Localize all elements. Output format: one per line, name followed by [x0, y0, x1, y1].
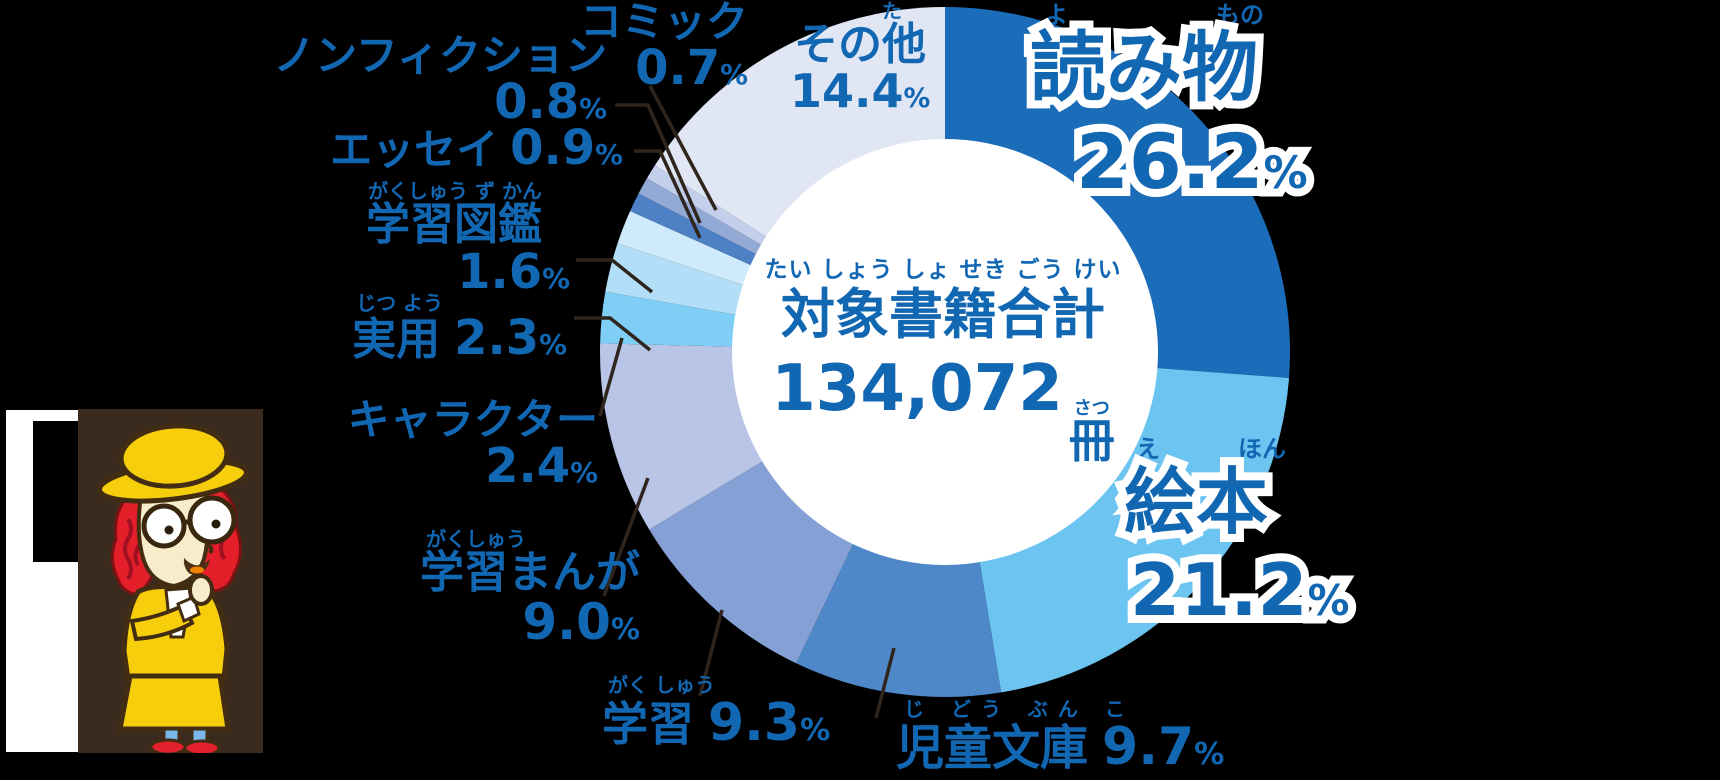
leader-line-gakushu-manga — [602, 477, 650, 597]
leader-line-gakushu — [698, 609, 724, 697]
leader-line-zukan — [576, 258, 654, 294]
leader-lines — [574, 85, 896, 719]
segment-label-ehon: え ほん 絵本 絵本 21.2% 21.2% — [1116, 435, 1357, 635]
segment-label-comic: コミック 0.7% — [579, 0, 748, 96]
white-corner-shape-column — [6, 410, 33, 562]
segment-label-jitsuyo: じつ よう 実用 2.3% — [352, 291, 567, 366]
segment-label-essay: エッセイ 0.9% — [330, 120, 623, 176]
mascot-hand — [188, 574, 214, 606]
mascot-glasses-right-lens — [187, 495, 237, 545]
mascot-hat-crown — [118, 423, 230, 489]
center-title: 対象書籍合計 — [781, 283, 1105, 346]
leader-line-nonfiction — [615, 103, 702, 224]
segment-label-gakushu-manga: がくしゅう 学習まんが 9.0% — [420, 527, 640, 651]
mascot-glasses-left-lens — [141, 503, 187, 549]
white-corner-shape-top — [6, 410, 78, 421]
segment-label-jido-bunko: じ どう ぶん こ 児童文庫 9.7% — [896, 697, 1225, 777]
leader-line-jitsuyo — [574, 316, 652, 352]
white-corner-shape-block — [6, 562, 78, 752]
segment-label-sonota: た その他 14.4% — [790, 0, 931, 118]
mascot-shoe-right — [183, 739, 221, 753]
leader-line-character — [598, 337, 624, 417]
center-total: 134,072 さつ冊 — [660, 352, 1226, 464]
mascot-left-pupil — [164, 525, 174, 535]
mascot-right-pupil — [211, 519, 221, 529]
total-number: 134,072 — [771, 352, 1063, 427]
segment-label-gakushu-zukan: がくしゅう ず かん 学習図鑑 1.6% — [366, 179, 570, 300]
chart-center-caption: たい しょう しょ せき ごう けい 対象書籍合計 134,072 さつ冊 — [660, 250, 1226, 464]
mascot-skirt — [116, 673, 231, 732]
segment-label-yomimono: よ もの 読み物 読み物 26.2% 26.2% — [1022, 1, 1316, 208]
segment-label-character: キャラクター 2.4% — [347, 395, 598, 494]
segment-label-gakushu: がく しゅう 学習 9.3% — [602, 673, 831, 753]
mascot-glasses-bridge — [182, 518, 192, 526]
mascot-tongue — [190, 566, 204, 574]
donut-center-disc — [732, 139, 1158, 565]
mascot-nose — [205, 543, 214, 555]
total-unit: 冊 — [1068, 414, 1115, 469]
mascot-shoe-left — [149, 738, 187, 753]
leader-line-comic — [648, 85, 718, 211]
center-furigana: たい しょう しょ せき ごう けい — [764, 257, 1122, 283]
mascot-character — [78, 409, 263, 753]
leader-line-jido-bunko — [874, 647, 896, 719]
mascot-arm — [129, 602, 195, 642]
total-unit-furigana: さつ — [1073, 398, 1110, 420]
segment-label-nonfiction: ノンフィクション 0.8% — [273, 31, 607, 130]
leader-line-essay — [634, 149, 702, 239]
